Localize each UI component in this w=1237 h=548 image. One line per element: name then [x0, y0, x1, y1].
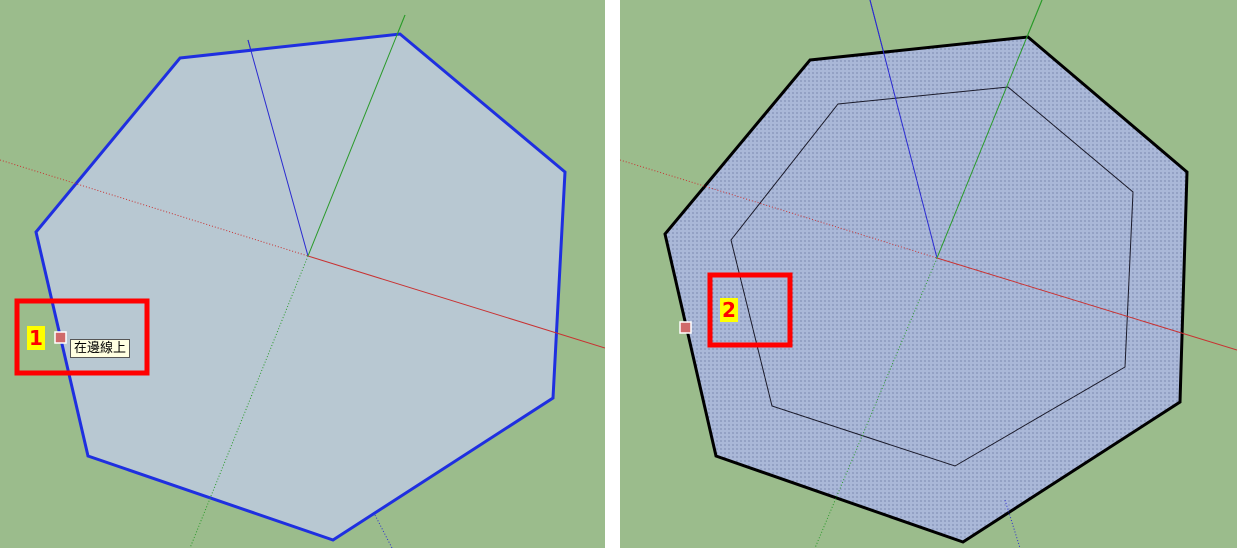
canvas-right[interactable]: [620, 0, 1237, 548]
offset-polygon-edge[interactable]: [730, 86, 1134, 467]
on-edge-marker-icon: [54, 331, 67, 344]
canvas-left[interactable]: [0, 0, 605, 548]
viewport-left[interactable]: 1 在邊線上: [0, 0, 605, 548]
red-axis-positive: [307, 255, 605, 349]
polygon-face[interactable]: [34, 32, 567, 542]
viewport-right[interactable]: 2: [620, 0, 1237, 548]
highlight-box-2: [707, 272, 793, 348]
step-label: 1: [27, 326, 45, 350]
red-axis-positive: [936, 257, 1237, 351]
selected-polygon-face[interactable]: [663, 35, 1189, 544]
blue-axis-line-front: [869, 0, 938, 259]
blue-axis-line-front: [247, 39, 309, 257]
on-edge-marker-icon: [679, 321, 692, 334]
step-label: 2: [720, 298, 738, 322]
blue-axis-negative: [374, 514, 393, 548]
green-axis-positive: [307, 14, 406, 257]
highlight-box-1: [14, 298, 150, 376]
inference-tooltip: 在邊線上: [70, 339, 131, 358]
green-axis-positive: [936, 0, 1043, 259]
red-axis-negative: [620, 159, 938, 259]
